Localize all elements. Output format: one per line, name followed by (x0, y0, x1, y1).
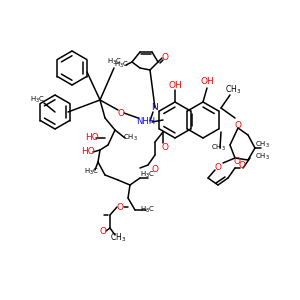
Text: OH: OH (200, 77, 214, 86)
Text: O: O (238, 160, 245, 169)
Text: O: O (100, 227, 106, 236)
Text: H$_3$C: H$_3$C (31, 95, 46, 105)
Text: CH$_3$: CH$_3$ (110, 232, 126, 244)
Text: HO: HO (85, 134, 99, 142)
Text: CH$_3$: CH$_3$ (254, 152, 269, 162)
Text: O: O (233, 158, 241, 166)
Text: H$_3$C: H$_3$C (140, 205, 155, 215)
Text: H$_3$C: H$_3$C (107, 57, 122, 67)
Text: O: O (152, 166, 158, 175)
Text: O: O (235, 121, 242, 130)
Text: OH: OH (168, 80, 182, 89)
Text: N: N (152, 103, 158, 112)
Text: O: O (161, 53, 169, 62)
Text: O: O (161, 143, 169, 152)
Text: H$_3$C: H$_3$C (85, 167, 100, 177)
Text: O: O (116, 202, 124, 211)
Text: CH$_3$: CH$_3$ (254, 140, 269, 150)
Text: NHH: NHH (136, 116, 156, 125)
Text: H$_3$C: H$_3$C (115, 60, 130, 70)
Text: HO: HO (81, 148, 95, 157)
Text: CH$_3$: CH$_3$ (122, 133, 137, 143)
Text: O: O (214, 164, 221, 172)
Text: CH$_3$: CH$_3$ (211, 143, 226, 153)
Text: H$_3$C: H$_3$C (140, 170, 155, 180)
Text: CH$_3$: CH$_3$ (225, 84, 241, 96)
Text: O: O (118, 109, 124, 118)
